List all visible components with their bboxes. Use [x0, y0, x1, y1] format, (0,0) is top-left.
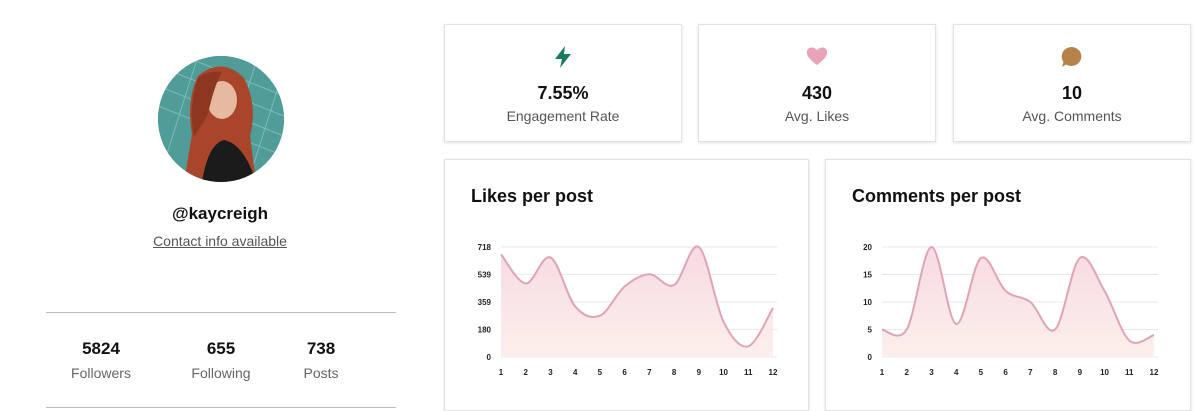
followers-count: 5824	[82, 339, 120, 358]
avg-comments-label: Avg. Comments	[1022, 108, 1122, 124]
metric-card-comments: 10 Avg. Comments	[953, 24, 1191, 142]
divider	[46, 312, 396, 313]
data-point[interactable]	[742, 340, 754, 352]
stat-following: 655 Following	[166, 339, 276, 381]
y-tick-label: 0	[868, 353, 873, 362]
series-area	[882, 246, 1154, 357]
data-point[interactable]	[1099, 285, 1111, 297]
data-point[interactable]	[495, 248, 507, 260]
y-tick-label: 0	[487, 353, 492, 362]
x-tick-label: 11	[744, 368, 753, 377]
data-point[interactable]	[619, 281, 631, 293]
avatar-image	[158, 56, 284, 182]
comments-chart-title: Comments per post	[852, 186, 1022, 206]
following-count: 655	[206, 339, 236, 358]
x-tick-label: 8	[672, 368, 677, 377]
y-tick-label: 5	[868, 326, 873, 335]
data-point[interactable]	[1123, 335, 1135, 347]
following-label: Following	[191, 365, 251, 381]
followers-label: Followers	[71, 365, 131, 381]
data-point[interactable]	[1000, 285, 1012, 297]
comment-icon	[1061, 46, 1082, 67]
x-tick-label: 4	[573, 368, 578, 377]
x-tick-label: 7	[647, 368, 652, 377]
data-point[interactable]	[950, 318, 962, 330]
posts-label: Posts	[303, 365, 339, 381]
profile-handle: @kaycreigh	[172, 204, 268, 223]
data-point[interactable]	[594, 310, 606, 322]
x-tick-label: 10	[719, 368, 728, 377]
x-tick-label: 7	[1028, 368, 1033, 377]
metric-card-engagement: 7.55% Engagement Rate	[444, 24, 682, 142]
y-tick-label: 15	[863, 271, 872, 280]
likes-chart-title: Likes per post	[471, 186, 594, 206]
x-tick-label: 2	[524, 368, 529, 377]
lightning-icon	[555, 46, 571, 68]
series-area	[501, 246, 773, 357]
avg-likes-value: 430	[801, 83, 833, 103]
x-tick-label: 3	[929, 368, 934, 377]
engagement-rate-label: Engagement Rate	[506, 108, 620, 124]
metric-card-likes: 430 Avg. Likes	[698, 24, 936, 142]
data-point[interactable]	[1024, 296, 1036, 308]
avatar[interactable]	[158, 56, 284, 182]
x-tick-label: 6	[1003, 368, 1008, 377]
x-tick-label: 10	[1100, 368, 1109, 377]
x-tick-label: 3	[548, 368, 553, 377]
divider-bottom	[46, 407, 396, 408]
data-point[interactable]	[520, 277, 532, 289]
comments-chart-card: Comments per post 0 5 10 15 20 1 2 3 4 5 6 7 8 9 10 11 1…	[825, 159, 1191, 411]
x-tick-label: 1	[499, 368, 504, 377]
data-point[interactable]	[767, 302, 779, 314]
profile-stats: 5824 Followers 655 Following 738 Posts	[46, 339, 396, 385]
y-tick-label: 539	[478, 270, 492, 279]
data-point[interactable]	[668, 279, 680, 291]
data-point[interactable]	[1148, 329, 1160, 341]
data-point[interactable]	[718, 316, 730, 328]
y-tick-label: 180	[478, 325, 492, 334]
x-tick-label: 2	[905, 368, 910, 377]
y-tick-label: 359	[478, 298, 492, 307]
data-point[interactable]	[1074, 252, 1086, 264]
engagement-rate-value: 7.55%	[537, 83, 589, 103]
avg-likes-label: Avg. Likes	[784, 108, 850, 124]
data-point[interactable]	[876, 324, 888, 336]
stat-followers: 5824 Followers	[46, 339, 156, 381]
data-point[interactable]	[569, 300, 581, 312]
x-tick-label: 8	[1053, 368, 1058, 377]
data-point[interactable]	[1049, 324, 1061, 336]
x-tick-label: 12	[769, 368, 778, 377]
data-point[interactable]	[901, 324, 913, 336]
data-point[interactable]	[693, 241, 705, 253]
x-tick-label: 5	[598, 368, 603, 377]
data-point[interactable]	[643, 268, 655, 280]
posts-count: 738	[306, 339, 336, 358]
y-tick-label: 10	[863, 298, 872, 307]
stat-posts: 738 Posts	[266, 339, 376, 381]
series-line[interactable]	[881, 245, 1155, 344]
likes-chart-card: Likes per post 0 180 359 539 718 1 2 3 4 5 6 7 8 9 10 1…	[444, 159, 809, 411]
avg-comments-value: 10	[1061, 83, 1083, 103]
y-tick-label: 20	[863, 243, 872, 252]
data-point[interactable]	[975, 252, 987, 264]
x-tick-label: 11	[1125, 368, 1134, 377]
x-tick-label: 9	[697, 368, 702, 377]
heart-icon	[806, 47, 828, 65]
contact-info-link[interactable]: Contact info available	[153, 233, 287, 249]
x-tick-label: 12	[1150, 368, 1159, 377]
series-line[interactable]	[500, 245, 774, 348]
x-tick-label: 1	[880, 368, 885, 377]
data-point[interactable]	[925, 241, 937, 253]
x-tick-label: 6	[622, 368, 627, 377]
x-tick-label: 4	[954, 368, 959, 377]
profile-panel: @kaycreigh Contact info available 5824 F…	[0, 0, 440, 411]
data-point[interactable]	[544, 251, 556, 263]
x-tick-label: 5	[979, 368, 984, 377]
y-tick-label: 718	[478, 243, 492, 252]
x-tick-label: 9	[1078, 368, 1083, 377]
